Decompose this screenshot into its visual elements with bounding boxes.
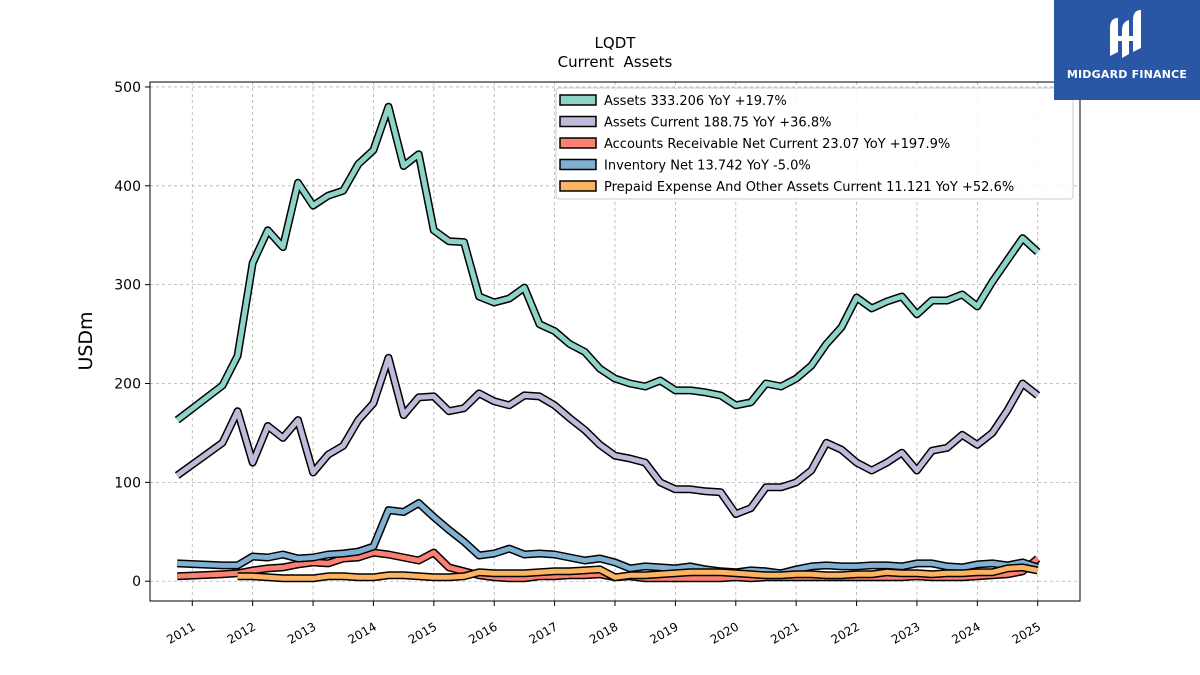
y-tick-label: 500 (114, 80, 141, 96)
series-line (175, 355, 1040, 517)
chart-title: LQDT (595, 34, 637, 52)
x-tick-label: 2019 (647, 619, 680, 646)
series-3 (177, 499, 1039, 578)
x-tick-label: 2023 (889, 619, 922, 646)
logo-mark-icon (1110, 10, 1141, 58)
series-line (175, 104, 1040, 423)
y-tick-label: 100 (114, 475, 141, 491)
legend-swatch (559, 180, 597, 192)
legend: Assets 333.206 YoY +19.7% Assets Current … (555, 87, 1074, 200)
legend-label: Accounts Receivable Net Current 23.07 Yo… (604, 137, 950, 152)
y-tick-label: 300 (114, 278, 141, 294)
x-tick-label: 2020 (708, 619, 741, 646)
y-tick-label: 0 (132, 574, 141, 590)
y-axis-ticks: 0 100 200 300 400 500 (114, 80, 150, 590)
series-0 (174, 102, 1041, 424)
legend-label: Assets 333.206 YoY +19.7% (604, 94, 787, 109)
legend-label: Assets Current 188.75 YoY +36.8% (604, 116, 831, 131)
x-tick-label: 2022 (829, 619, 862, 646)
series-lines (174, 102, 1041, 583)
chart-subtitle: Current Assets (558, 53, 673, 71)
series-line (177, 500, 1039, 576)
y-tick-label: 200 (114, 377, 141, 393)
x-tick-label: 2016 (466, 619, 499, 646)
series-outline (174, 353, 1041, 518)
x-tick-label: 2025 (1010, 619, 1043, 646)
x-tick-label: 2015 (406, 619, 439, 646)
logo-text: MIDGARD FINANCE (1066, 68, 1188, 81)
x-tick-label: 2024 (949, 619, 982, 646)
midgard-finance-logo: MIDGARD FINANCE (1054, 0, 1200, 100)
x-tick-label: 2011 (164, 619, 197, 646)
y-axis-label: USDm (75, 311, 97, 370)
x-tick-label: 2021 (768, 619, 801, 646)
x-tick-label: 2014 (345, 619, 378, 646)
legend-box (555, 87, 1074, 200)
x-tick-label: 2012 (225, 619, 258, 646)
x-axis-ticks: 2011 2012 2013 2014 2015 2016 2017 2018 2019 2020… (164, 601, 1043, 647)
legend-swatch (559, 94, 597, 106)
series-4 (237, 563, 1039, 583)
series-1 (174, 353, 1041, 518)
x-tick-label: 2017 (527, 619, 560, 646)
legend-swatch (559, 115, 597, 128)
y-tick-label: 400 (114, 179, 141, 195)
legend-label: Prepaid Expense And Other Assets Current… (604, 180, 1014, 195)
x-tick-label: 2013 (285, 619, 318, 646)
legend-label: Inventory Net 13.742 YoY -5.0% (604, 159, 811, 174)
legend-swatch (559, 137, 597, 149)
legend-swatch (559, 158, 597, 171)
x-tick-label: 2018 (587, 619, 620, 646)
series-line (237, 564, 1039, 581)
